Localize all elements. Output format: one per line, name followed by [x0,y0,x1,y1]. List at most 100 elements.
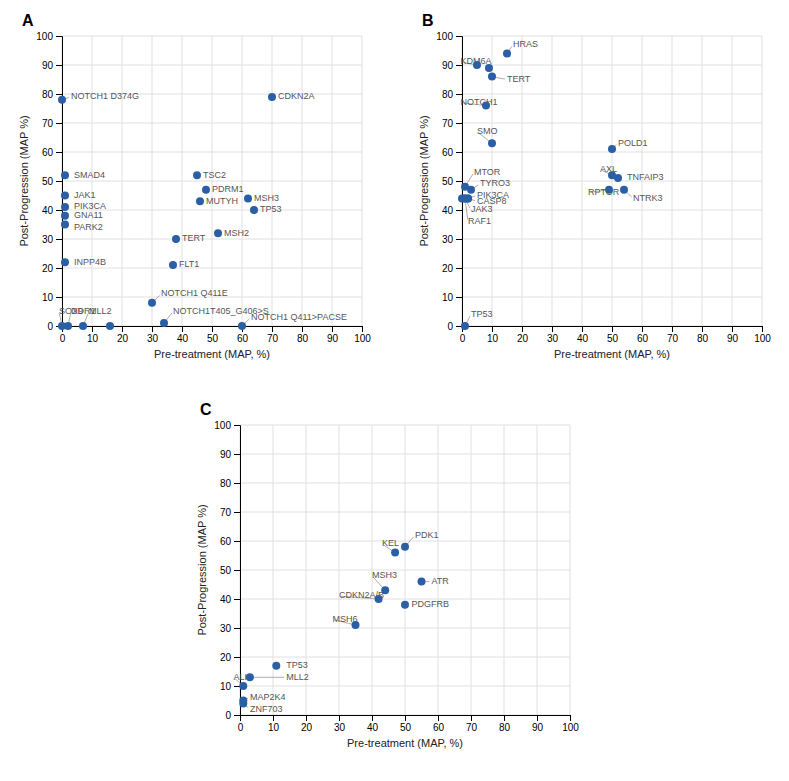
point [61,212,69,220]
tick-label: 20 [442,263,454,274]
tick-mark [702,326,703,332]
tick: 20 [517,326,529,344]
x-axis-title: Pre-treatment (MAP, %) [154,348,270,360]
tick: 50 [442,176,462,187]
tick-mark [122,326,123,332]
tick: 50 [400,715,412,733]
tick-mark [456,123,462,124]
tick-label: 90 [327,333,339,344]
points [58,93,276,330]
annotations: ALKTP53MLL2MAP2K4ZNF703MSH6MSH3CDKN2A/BP… [233,530,449,714]
annotation: TSC2 [203,170,226,180]
panel: 0102030405060708090100010203040506070809… [18,12,371,360]
tick-mark [762,326,763,332]
tick-label: 10 [87,333,99,344]
grid-line-y [462,239,762,240]
y-axis-title: Post-Progression (MAP %) [418,115,430,246]
tick-mark [456,152,462,153]
tick-label: 100 [562,722,579,733]
point [418,578,426,586]
point [64,322,72,330]
tick-mark [234,715,240,716]
tick-mark [732,326,733,332]
point [620,186,628,194]
annotation: TERT [507,74,531,84]
tick-mark [56,123,62,124]
point [239,699,247,707]
tick-label: 10 [268,722,280,733]
figure: 0102030405060708090100010203040506070809… [0,0,789,781]
tick: 10 [87,326,99,344]
annotation: MLL2 [286,672,309,682]
tick-mark [56,268,62,269]
tick-label: 50 [42,176,54,187]
points [239,543,425,708]
annotation: POLD1 [618,138,648,148]
tick-mark [234,425,240,426]
tick-label: 30 [42,234,54,245]
tick: 20 [42,263,62,274]
tick: 90 [532,715,544,733]
tick-label: 20 [301,722,313,733]
annotation: MSH3 [254,193,279,203]
tick-label: 30 [147,333,159,344]
tick-label: 10 [487,333,499,344]
tick: 100 [354,326,371,344]
axis-line [463,327,763,333]
tick: 80 [697,326,709,344]
tick-mark [456,297,462,298]
tick-label: 90 [727,333,739,344]
grid-line-y [62,239,362,240]
tick-label: 60 [433,722,445,733]
tick-mark [182,326,183,332]
tick-label: 20 [42,263,54,274]
point [272,662,280,670]
point [488,73,496,81]
tick-label: 70 [442,118,454,129]
grid-line-y [240,599,570,600]
grid-line-y [240,686,570,687]
tick-label: 100 [214,420,231,431]
grid-line-y [62,65,362,66]
grid-line-y [240,628,570,629]
annotations: KDM6AHRASTERTNOTCH1SMOPOLD1MTORTYRO3PIK3… [461,39,664,324]
annotation: PDRM1 [212,184,244,194]
grid-line-y [62,181,362,182]
points [458,49,628,330]
tick: 70 [220,507,240,518]
panel: 0102030405060708090100010203040506070809… [418,12,771,360]
tick-label: 70 [267,333,279,344]
tick-mark [438,715,439,721]
annotation: NOTCH1 Q411E [161,288,228,298]
annotation: PARK2 [74,222,103,232]
annotation: ATR [431,576,449,586]
tick-label: 40 [442,205,454,216]
y-axis: 0102030405060708090100 [36,31,62,332]
tick-mark [339,715,340,721]
annotation: NOTCH1 [461,97,498,107]
tick: 30 [220,623,240,634]
point [401,543,409,551]
annotation: HRAS [513,39,538,49]
tick: 50 [607,326,619,344]
tick-label: 50 [607,333,619,344]
annotation: FLT1 [179,259,199,269]
tick-label: 80 [442,89,454,100]
tick-label: 30 [442,234,454,245]
tick-label: 10 [42,292,54,303]
grid-line-y [62,36,362,37]
point [608,145,616,153]
tick-mark [537,715,538,721]
tick: 30 [334,715,346,733]
panel-label: B [422,12,434,29]
annotation: MAP2K4 [250,692,286,702]
tick-label: 70 [220,507,232,518]
point [61,171,69,179]
annotation: JAK1 [74,190,96,200]
annotation: MUTYH [206,196,238,206]
grid-line-y [62,210,362,211]
tick-mark [471,715,472,721]
point [214,229,222,237]
tick-mark [273,715,274,721]
tick-label: 50 [400,722,412,733]
